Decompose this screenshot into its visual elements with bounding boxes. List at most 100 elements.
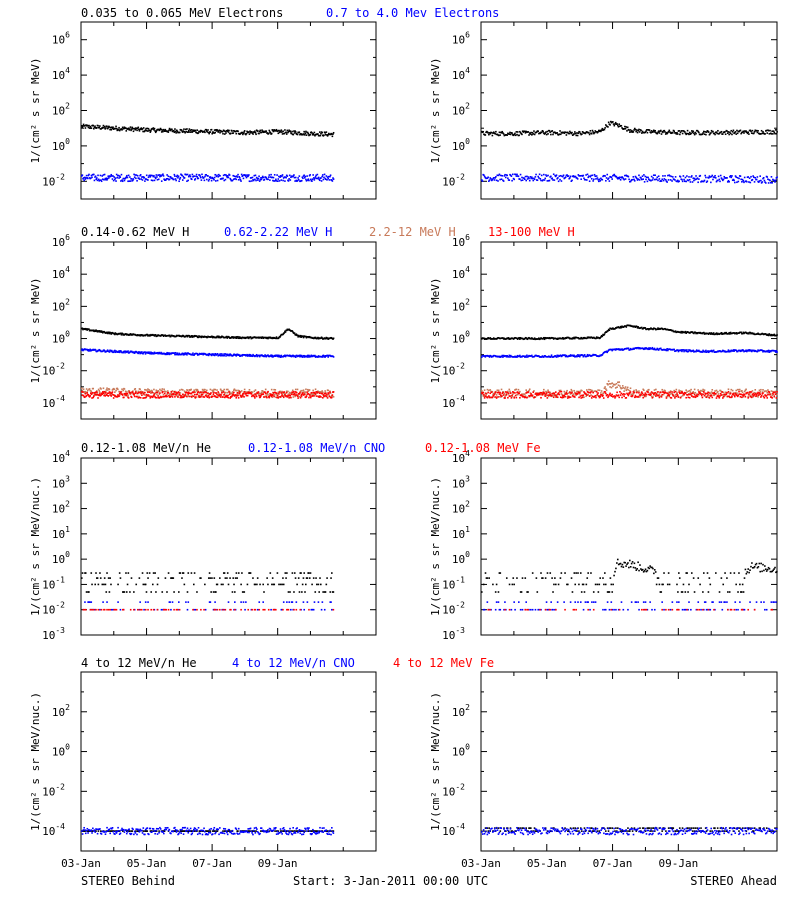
data-point <box>188 392 191 395</box>
data-point <box>624 125 626 128</box>
data-point <box>496 389 499 392</box>
data-point <box>540 131 543 134</box>
data-point <box>534 176 537 178</box>
data-point <box>750 130 752 133</box>
data-point <box>587 393 590 396</box>
data-point <box>305 180 308 182</box>
data-point <box>605 331 608 333</box>
data-point <box>633 180 636 182</box>
data-point <box>501 130 504 133</box>
data-point <box>206 396 209 398</box>
data-point <box>549 391 551 394</box>
data-point <box>292 175 295 177</box>
data-point <box>329 175 331 178</box>
data-point <box>124 390 127 393</box>
data-point <box>291 130 293 133</box>
data-point <box>187 175 190 178</box>
data-point <box>497 134 500 137</box>
data-point <box>511 179 513 182</box>
data-point <box>497 389 500 392</box>
data-point <box>576 132 578 134</box>
data-point <box>246 392 248 395</box>
data-point <box>118 395 120 397</box>
data-point <box>732 349 735 351</box>
data-point <box>662 131 664 134</box>
data-point <box>696 129 699 132</box>
data-point <box>481 389 483 392</box>
data-point <box>487 132 489 134</box>
data-point <box>299 335 301 338</box>
data-point <box>635 176 637 179</box>
data-point <box>212 336 214 339</box>
data-point <box>257 130 259 132</box>
data-point <box>89 395 92 397</box>
data-point <box>318 396 320 398</box>
data-point <box>201 175 204 178</box>
data-point <box>153 174 155 177</box>
data-point <box>574 396 576 398</box>
data-point <box>247 336 250 339</box>
data-point <box>708 175 711 177</box>
data-point <box>652 174 655 176</box>
data-point <box>678 130 680 132</box>
data-point <box>154 130 156 132</box>
data-point <box>489 177 492 179</box>
data-point <box>485 392 487 395</box>
data-point <box>139 396 142 399</box>
data-point <box>636 177 638 180</box>
data-point <box>107 395 110 397</box>
data-point <box>84 390 87 393</box>
data-point <box>229 397 232 399</box>
data-point <box>678 180 680 183</box>
data-point <box>668 129 671 132</box>
data-point <box>523 337 526 340</box>
data-point <box>249 131 252 134</box>
data-point <box>210 354 213 357</box>
data-point <box>218 394 221 397</box>
data-point <box>579 395 582 397</box>
data-point <box>152 395 155 397</box>
data-point <box>251 176 254 179</box>
data-point <box>332 391 335 393</box>
data-point <box>225 175 228 177</box>
data-point <box>608 383 611 385</box>
data-point <box>769 181 772 184</box>
data-point <box>722 133 724 135</box>
data-point <box>116 176 119 179</box>
data-point <box>227 354 230 357</box>
data-point <box>619 176 621 179</box>
data-point <box>259 392 262 395</box>
data-point <box>507 393 510 395</box>
data-point <box>650 131 652 134</box>
data-point <box>490 391 493 394</box>
data-point <box>600 392 602 394</box>
data-point <box>286 129 289 132</box>
data-point <box>702 132 704 134</box>
data-point <box>261 176 263 179</box>
data-point <box>649 392 652 394</box>
data-point <box>131 126 134 129</box>
data-point <box>760 133 762 135</box>
data-point <box>109 332 112 334</box>
data-point <box>490 131 493 134</box>
data-point <box>84 127 87 129</box>
data-point <box>273 395 275 398</box>
data-point <box>619 385 621 387</box>
data-point <box>729 175 731 178</box>
data-point <box>651 346 654 349</box>
data-point <box>521 179 524 181</box>
data-point <box>173 131 176 134</box>
data-point <box>291 330 294 333</box>
data-point <box>590 394 592 396</box>
data-point <box>196 176 198 178</box>
data-point <box>196 352 198 355</box>
data-point <box>88 396 91 398</box>
data-point <box>196 393 198 396</box>
data-point <box>622 178 625 180</box>
data-point <box>648 348 651 351</box>
data-point <box>203 179 206 182</box>
data-point <box>673 348 675 351</box>
data-point <box>104 128 107 130</box>
data-point <box>307 356 310 358</box>
